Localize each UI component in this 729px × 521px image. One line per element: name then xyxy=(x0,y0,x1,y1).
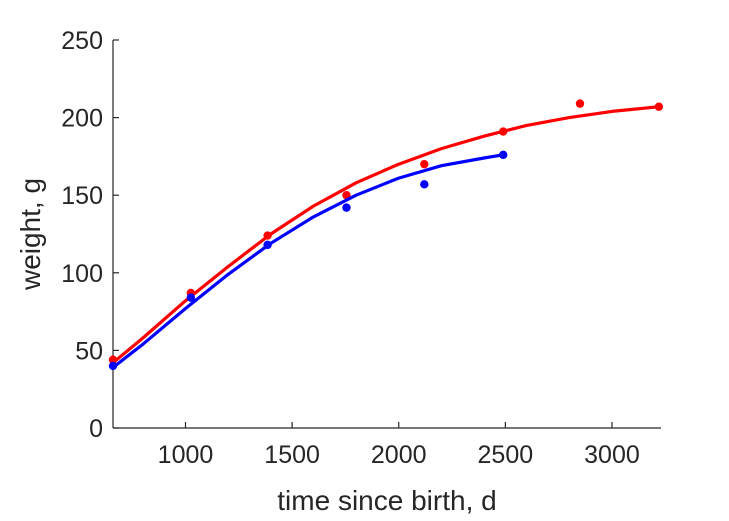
data-point-series-1 xyxy=(499,127,508,136)
x-tick-label: 1500 xyxy=(264,441,320,469)
series-group xyxy=(108,99,664,371)
y-tick-label: 100 xyxy=(61,260,103,288)
data-point-series-1 xyxy=(263,231,272,240)
tick-group: 0 50 100 150 200 250 1000 1500 2000 2500 3000 xyxy=(61,27,639,469)
data-point-series-2 xyxy=(186,293,196,302)
y-axis-title: weight, g xyxy=(15,178,46,291)
x-tick-label: 2000 xyxy=(371,441,427,469)
data-point-series-2 xyxy=(108,361,118,371)
data-point-series-1 xyxy=(108,355,118,364)
x-tick-label: 2500 xyxy=(478,441,534,469)
data-point-series-2 xyxy=(342,203,351,212)
y-tick-label: 200 xyxy=(61,105,103,133)
fit-line-series-2 xyxy=(111,153,505,370)
x-tick-label: 3000 xyxy=(584,441,640,469)
y-tick-label: 150 xyxy=(61,182,103,210)
fit-line-series-1 xyxy=(111,105,661,365)
y-tick-label: 0 xyxy=(89,415,103,443)
y-tick-label: 50 xyxy=(75,337,103,365)
x-axis-title: time since birth, d xyxy=(277,485,496,516)
data-point-series-2 xyxy=(499,150,508,160)
data-point-series-2 xyxy=(420,180,429,189)
x-tick-label: 1000 xyxy=(158,441,214,469)
y-tick-label: 250 xyxy=(61,27,103,55)
data-point-series-2 xyxy=(263,240,272,250)
data-point-series-1 xyxy=(575,99,585,108)
data-point-series-1 xyxy=(420,159,429,169)
data-point-series-1 xyxy=(654,102,664,111)
